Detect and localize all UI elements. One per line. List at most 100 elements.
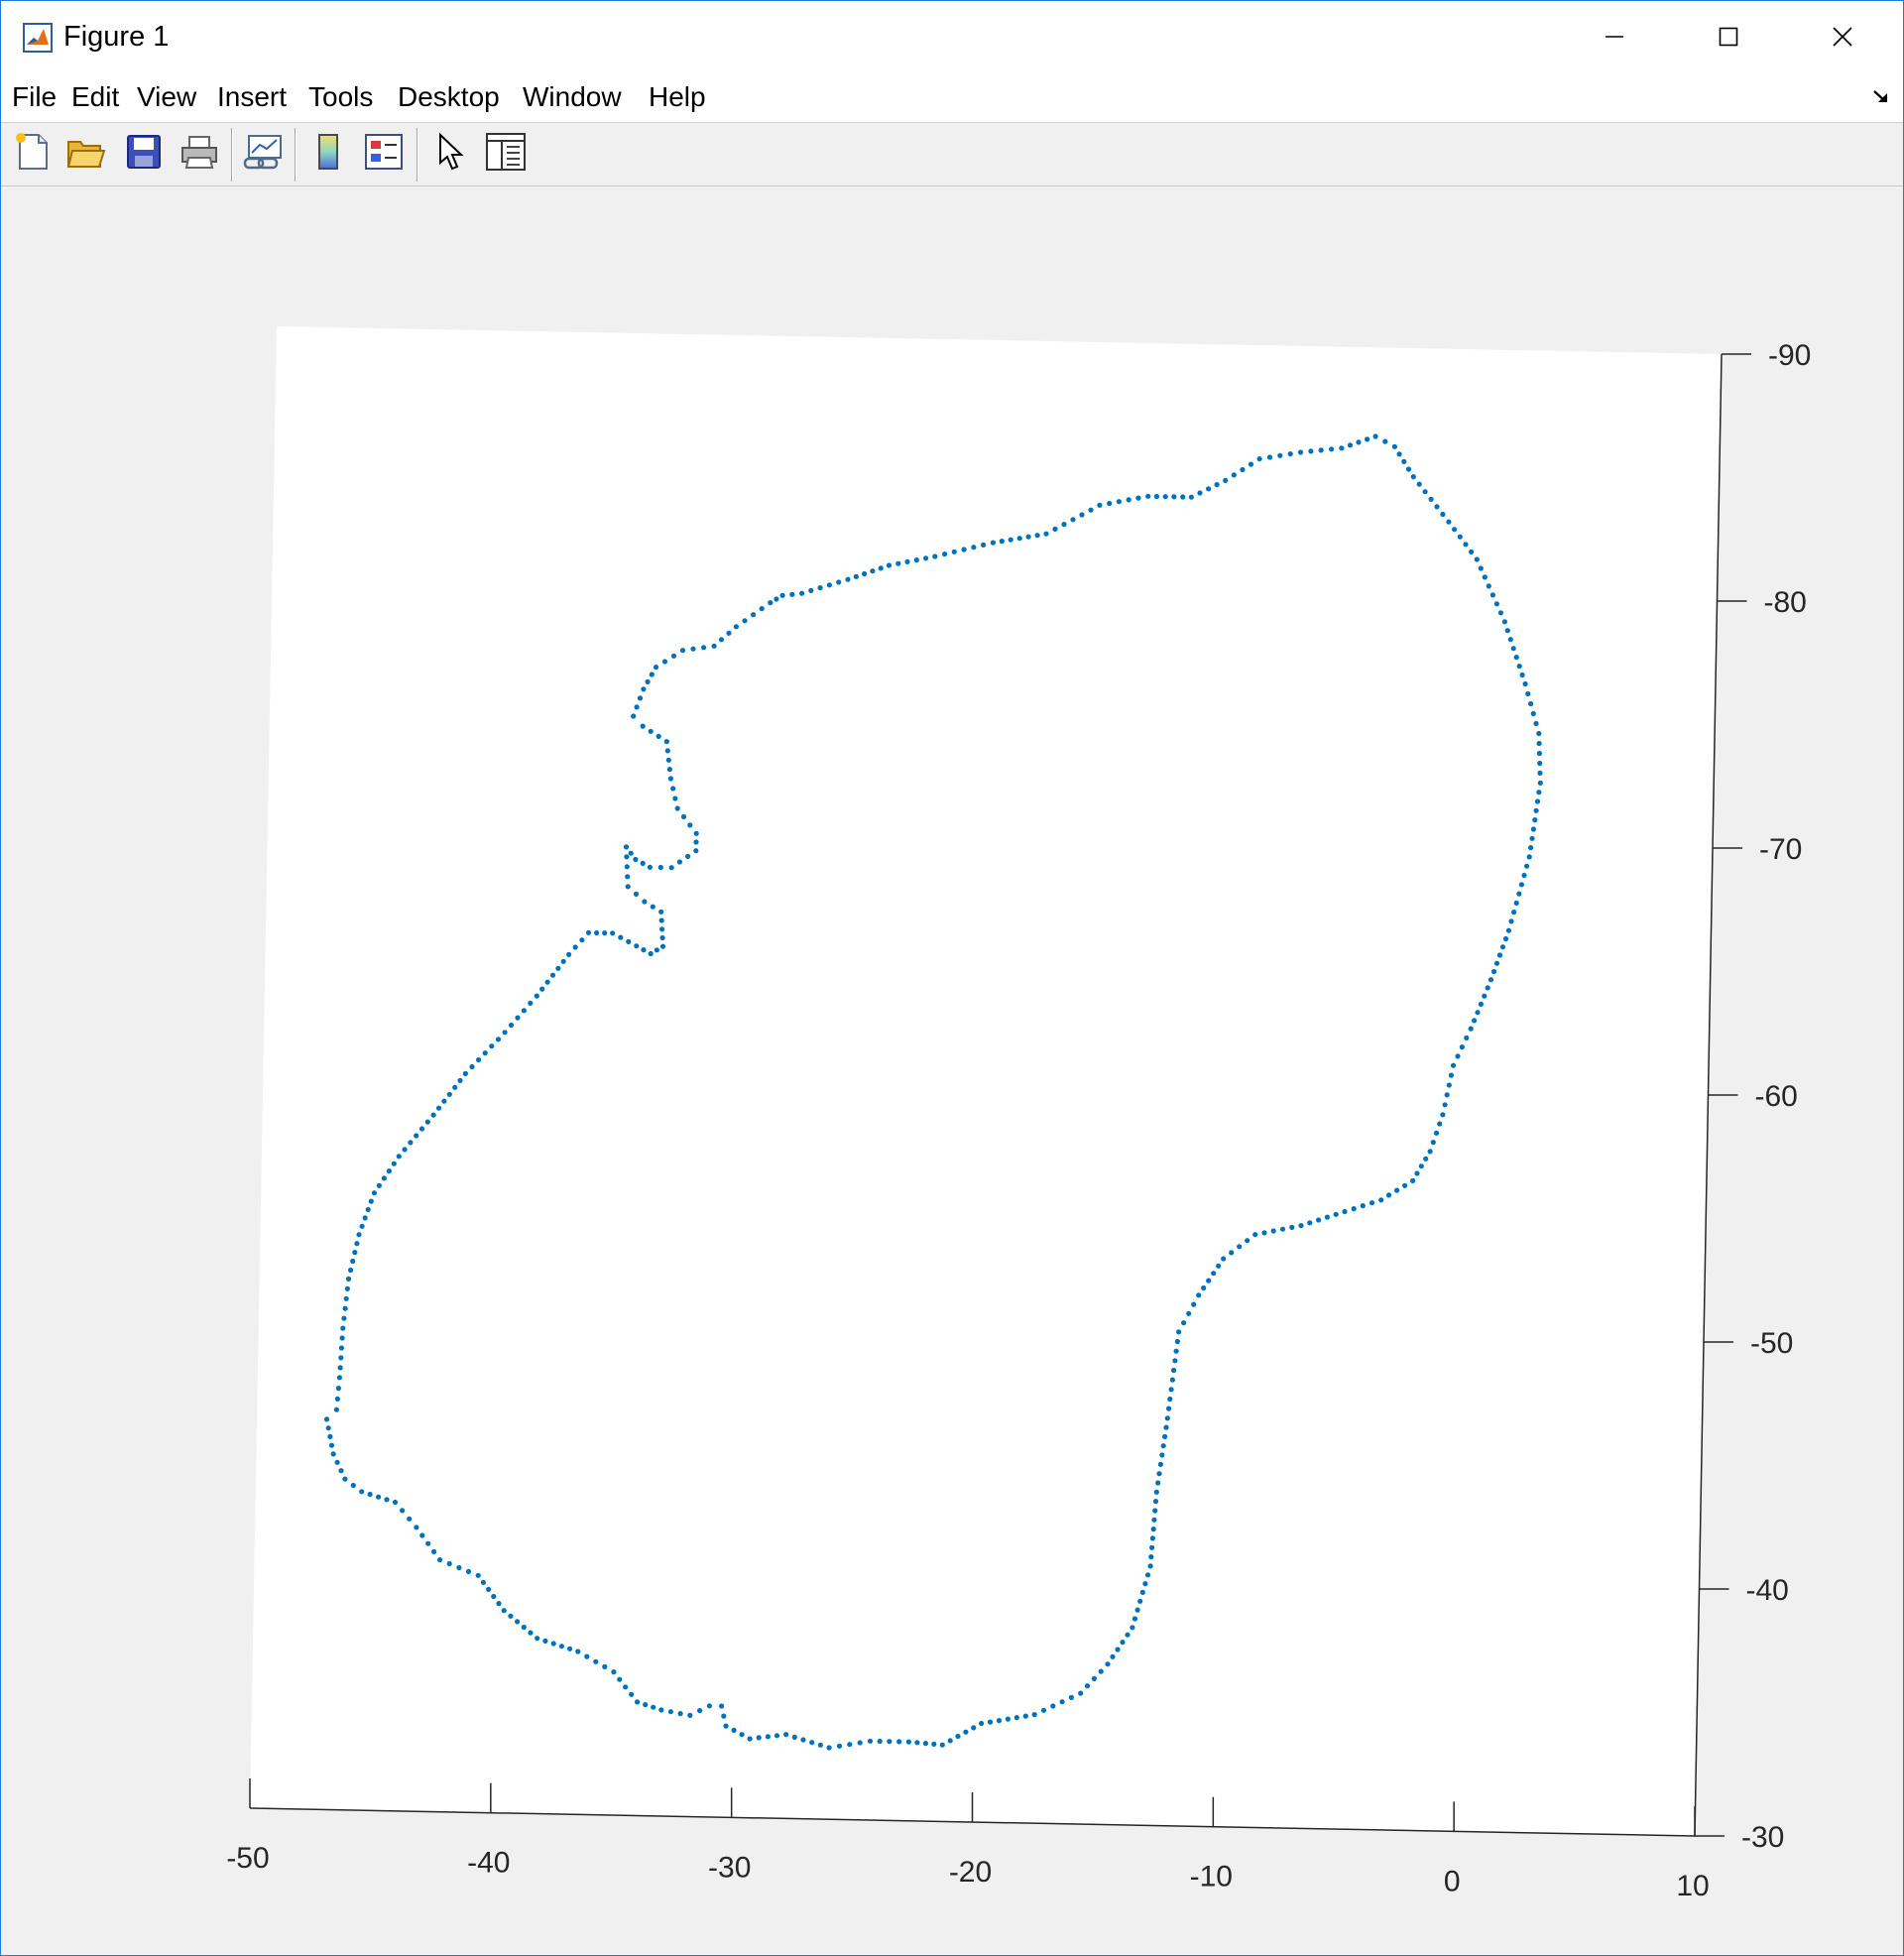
matlab-logo-icon (23, 23, 53, 53)
data-point (1229, 1250, 1235, 1256)
data-point (896, 1739, 902, 1745)
data-point (651, 1704, 656, 1710)
data-point (1329, 446, 1335, 452)
data-point (1533, 720, 1539, 727)
data-point (560, 958, 566, 964)
data-point (629, 1691, 635, 1697)
data-point (1298, 1223, 1304, 1229)
menu-window[interactable]: Window (523, 81, 622, 112)
data-point (396, 1154, 402, 1160)
y-tick-label: -30 (1741, 1821, 1784, 1854)
data-point (475, 1572, 481, 1578)
data-point (508, 1613, 514, 1619)
data-point (1098, 1668, 1104, 1674)
data-point (711, 643, 717, 649)
new-figure-button[interactable] (9, 131, 55, 177)
menu-view[interactable]: View (137, 81, 197, 112)
title-bar[interactable]: Figure 1 (1, 1, 1903, 72)
toolbar-separator (416, 128, 418, 182)
print-button[interactable] (177, 131, 222, 177)
dock-figure-icon[interactable] (1871, 86, 1891, 111)
data-point (913, 557, 919, 563)
axis-ticks: -50 -40 -30 -20 -10 0 10 -90 -80 -70 -60 -50 -40 -30 (226, 339, 1811, 1902)
data-point (947, 1738, 953, 1744)
x-tick-label: -10 (1190, 1861, 1233, 1894)
data-point (528, 1630, 534, 1636)
data-point (535, 1636, 540, 1642)
edit-plot-button[interactable] (427, 131, 473, 177)
scatter-plot[interactable]: -50 -40 -30 -20 -10 0 10 -90 -80 -70 -60 -50 -40 -30 (2, 186, 1902, 1954)
data-point (381, 1175, 387, 1181)
data-point (1396, 451, 1402, 457)
data-point (435, 1105, 442, 1111)
data-point (693, 848, 699, 854)
data-point (542, 1638, 548, 1644)
data-point (1252, 1232, 1258, 1238)
data-point (534, 993, 539, 999)
data-point (640, 723, 646, 729)
data-point (1005, 1716, 1012, 1722)
property-inspector-button[interactable] (483, 131, 529, 177)
data-point (687, 1712, 693, 1718)
data-point (1197, 490, 1203, 496)
data-point (1405, 466, 1412, 472)
data-point (1410, 1177, 1416, 1183)
data-point (338, 1468, 344, 1474)
data-point (1043, 531, 1049, 537)
open-file-button[interactable] (63, 131, 109, 177)
data-point (1513, 655, 1519, 661)
menu-help[interactable]: Help (649, 81, 706, 112)
data-point (1444, 1092, 1450, 1098)
save-button[interactable] (121, 131, 167, 177)
data-point (733, 624, 740, 630)
data-point (1088, 507, 1094, 513)
data-point (1176, 1329, 1182, 1335)
data-point (641, 686, 647, 692)
data-point (446, 1091, 452, 1097)
data-point (452, 1084, 458, 1090)
y-tick-label: -60 (1755, 1080, 1798, 1113)
data-point (1442, 1102, 1448, 1108)
data-point (1214, 482, 1220, 488)
menu-file[interactable]: File (12, 81, 58, 112)
data-point (867, 1738, 874, 1744)
data-point (1457, 534, 1463, 540)
data-point (431, 1548, 437, 1554)
data-point (774, 1733, 780, 1739)
data-point (1139, 1589, 1145, 1595)
maximize-button[interactable] (1671, 1, 1785, 72)
menu-desktop[interactable]: Desktop (398, 81, 500, 112)
y-tick-label: -70 (1759, 833, 1802, 866)
menu-tools[interactable]: Tools (308, 81, 374, 112)
data-point (462, 1070, 468, 1076)
minimize-button[interactable] (1557, 1, 1671, 72)
data-point (676, 859, 683, 865)
data-point (723, 1723, 729, 1729)
data-point (697, 1708, 703, 1714)
data-point (1126, 497, 1131, 503)
data-point (672, 795, 678, 801)
data-point (584, 1653, 590, 1659)
data-point (1356, 439, 1362, 445)
data-point (446, 1560, 452, 1567)
data-point (1386, 1192, 1392, 1198)
data-point (1171, 494, 1177, 500)
menu-edit[interactable]: Edit (71, 81, 120, 112)
data-point (1510, 646, 1516, 652)
data-point (356, 1232, 362, 1238)
insert-colorbar-button[interactable] (305, 131, 351, 177)
data-point (765, 1734, 772, 1740)
data-point (1181, 1320, 1187, 1326)
data-point (1040, 1707, 1047, 1713)
data-point (1061, 522, 1067, 528)
data-point (1324, 1214, 1330, 1220)
menu-insert[interactable]: Insert (217, 81, 288, 112)
insert-legend-button[interactable] (361, 131, 407, 177)
link-plot-button[interactable] (241, 131, 287, 177)
data-point (658, 909, 664, 915)
data-point (414, 1133, 419, 1139)
data-point (579, 937, 585, 943)
data-point (1237, 1244, 1243, 1250)
menu-bar: File Edit View Insert Tools Desktop Wind… (1, 72, 1903, 123)
close-button[interactable] (1785, 1, 1899, 72)
